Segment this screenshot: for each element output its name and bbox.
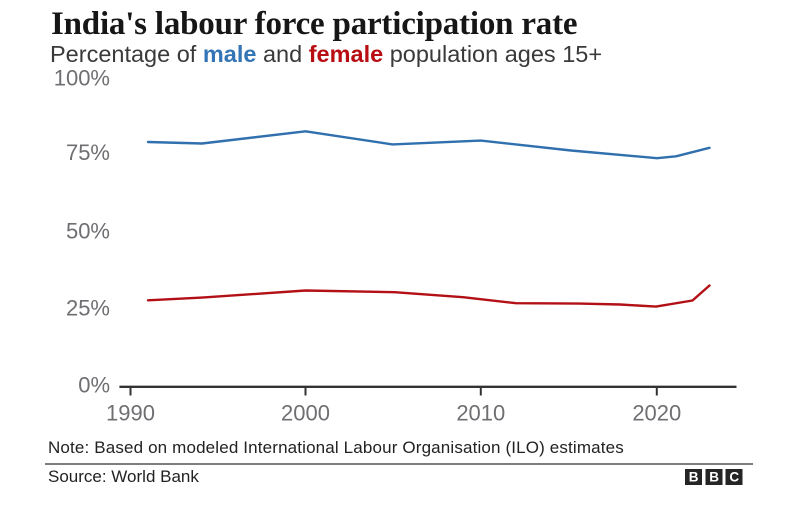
svg-text:C: C: [729, 470, 739, 485]
svg-text:75%: 75%: [66, 140, 110, 165]
svg-text:1990: 1990: [106, 401, 155, 426]
svg-text:0%: 0%: [78, 373, 110, 398]
svg-text:2020: 2020: [632, 401, 681, 426]
svg-text:2000: 2000: [281, 401, 330, 426]
svg-text:25%: 25%: [66, 296, 110, 321]
svg-text:100%: 100%: [54, 66, 110, 91]
svg-text:2010: 2010: [456, 401, 505, 426]
svg-text:B: B: [709, 470, 719, 485]
svg-text:B: B: [689, 470, 699, 485]
svg-text:50%: 50%: [66, 219, 110, 244]
